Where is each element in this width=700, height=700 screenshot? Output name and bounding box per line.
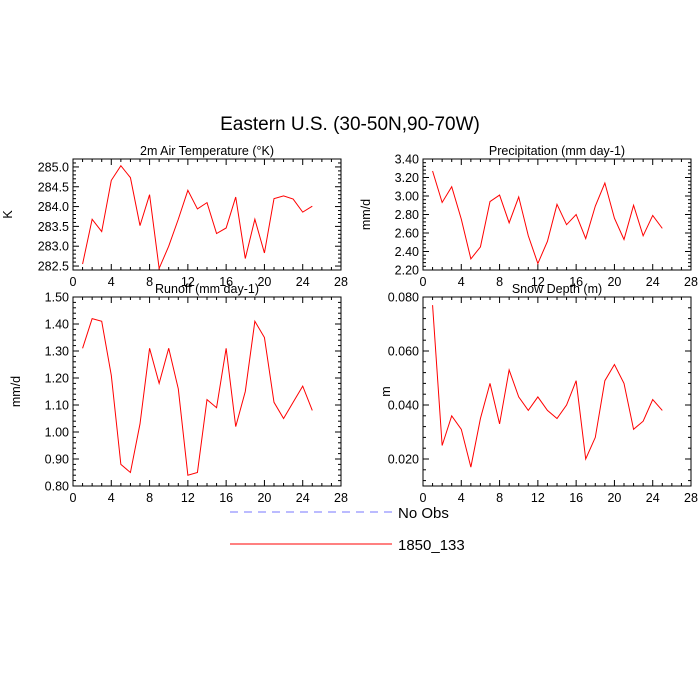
y-tick-label: 1.40 bbox=[45, 318, 69, 332]
x-tick-label: 28 bbox=[334, 275, 348, 289]
y-tick-label: 0.020 bbox=[388, 453, 419, 467]
panel-title: Runoff (mm day-1) bbox=[155, 282, 259, 296]
x-tick-label: 12 bbox=[181, 491, 195, 505]
series-line-1850-133 bbox=[82, 164, 313, 271]
x-tick-label: 8 bbox=[146, 275, 153, 289]
x-tick-label: 20 bbox=[607, 491, 621, 505]
y-tick-label: 1.30 bbox=[45, 345, 69, 359]
panel-title: Precipitation (mm day-1) bbox=[489, 144, 625, 158]
legend-label-no-obs: No Obs bbox=[398, 505, 449, 522]
x-tick-label: 12 bbox=[531, 275, 545, 289]
x-tick-label: 16 bbox=[569, 275, 583, 289]
y-tick-label: 0.080 bbox=[388, 291, 419, 305]
panel-air-temperature: 2m Air Temperature (°K) K 0 4 8 12 16 20 24 28 282… bbox=[1, 144, 348, 289]
x-tick-label: 20 bbox=[607, 275, 621, 289]
y-axis-label: m bbox=[379, 386, 393, 396]
x-tick-label: 0 bbox=[420, 491, 427, 505]
y-tick-label: 3.40 bbox=[395, 153, 419, 167]
y-tick-label: 1.10 bbox=[45, 399, 69, 413]
x-tick-label: 4 bbox=[458, 491, 465, 505]
y-axis-label: K bbox=[1, 210, 15, 219]
x-tick-label: 24 bbox=[646, 491, 660, 505]
y-axis-label: mm/d bbox=[9, 376, 23, 407]
x-tick-label: 28 bbox=[684, 275, 698, 289]
y-tick-label: 0.060 bbox=[388, 345, 419, 359]
x-tick-label: 8 bbox=[146, 491, 153, 505]
y-tick-label: 0.80 bbox=[45, 480, 69, 494]
plot-frame bbox=[422, 158, 692, 271]
series-line-1850-133 bbox=[432, 170, 663, 265]
y-tick-label: 2.80 bbox=[395, 208, 419, 222]
y-axis-label: mm/d bbox=[359, 199, 373, 230]
y-tick-label: 285.0 bbox=[38, 160, 69, 174]
x-tick-label: 20 bbox=[257, 275, 271, 289]
x-tick-label: 16 bbox=[219, 275, 233, 289]
x-tick-label: 0 bbox=[70, 275, 77, 289]
x-tick-label: 16 bbox=[219, 491, 233, 505]
x-tick-label: 12 bbox=[531, 491, 545, 505]
x-tick-label: 16 bbox=[569, 491, 583, 505]
plot-frame bbox=[422, 296, 692, 487]
main-title: Eastern U.S. (30-50N,90-70W) bbox=[220, 114, 480, 135]
y-tick-label: 283.0 bbox=[38, 240, 69, 254]
x-tick-label: 24 bbox=[296, 491, 310, 505]
y-tick-label: 2.40 bbox=[395, 245, 419, 259]
panel-title: Snow Depth (m) bbox=[512, 282, 602, 296]
y-tick-label: 283.5 bbox=[38, 220, 69, 234]
x-tick-label: 8 bbox=[496, 491, 503, 505]
series-line-1850-133 bbox=[432, 305, 663, 468]
x-tick-label: 24 bbox=[646, 275, 660, 289]
y-tick-label: 1.00 bbox=[45, 426, 69, 440]
y-tick-label: 0.90 bbox=[45, 453, 69, 467]
x-tick-label: 24 bbox=[296, 275, 310, 289]
y-tick-label: 1.50 bbox=[45, 291, 69, 305]
x-tick-label: 4 bbox=[108, 491, 115, 505]
y-tick-label: 3.00 bbox=[395, 190, 419, 204]
panel-precipitation: Precipitation (mm day-1) mm/d 0 4 8 12 16 20 24 2… bbox=[359, 144, 698, 289]
panel-runoff: Runoff (mm day-1) mm/d 0 4 8 12 16 20 24 28 0.80 0.… bbox=[9, 282, 348, 505]
x-tick-label: 4 bbox=[108, 275, 115, 289]
series-line-1850-133 bbox=[82, 317, 313, 476]
y-tick-label: 2.20 bbox=[395, 264, 419, 278]
x-tick-label: 12 bbox=[181, 275, 195, 289]
x-tick-label: 28 bbox=[334, 491, 348, 505]
y-tick-label: 282.5 bbox=[38, 260, 69, 274]
panel-snow-depth: Snow Depth (m) m 0 4 8 12 16 20 24 28 0.020 0.040 0.… bbox=[379, 282, 698, 505]
x-tick-label: 8 bbox=[496, 275, 503, 289]
y-tick-label: 2.60 bbox=[395, 227, 419, 241]
panel-title: 2m Air Temperature (°K) bbox=[140, 144, 274, 158]
legend: No Obs 1850_133 bbox=[230, 505, 465, 554]
y-tick-label: 284.0 bbox=[38, 200, 69, 214]
x-tick-label: 28 bbox=[684, 491, 698, 505]
x-tick-label: 0 bbox=[420, 275, 427, 289]
x-tick-label: 4 bbox=[458, 275, 465, 289]
y-tick-label: 284.5 bbox=[38, 180, 69, 194]
legend-label-1850-133: 1850_133 bbox=[398, 537, 465, 554]
x-tick-label: 20 bbox=[257, 491, 271, 505]
x-tick-label: 0 bbox=[70, 491, 77, 505]
y-tick-label: 3.20 bbox=[395, 171, 419, 185]
plot-frame bbox=[72, 158, 342, 271]
y-tick-label: 1.20 bbox=[45, 372, 69, 386]
y-tick-label: 0.040 bbox=[388, 399, 419, 413]
